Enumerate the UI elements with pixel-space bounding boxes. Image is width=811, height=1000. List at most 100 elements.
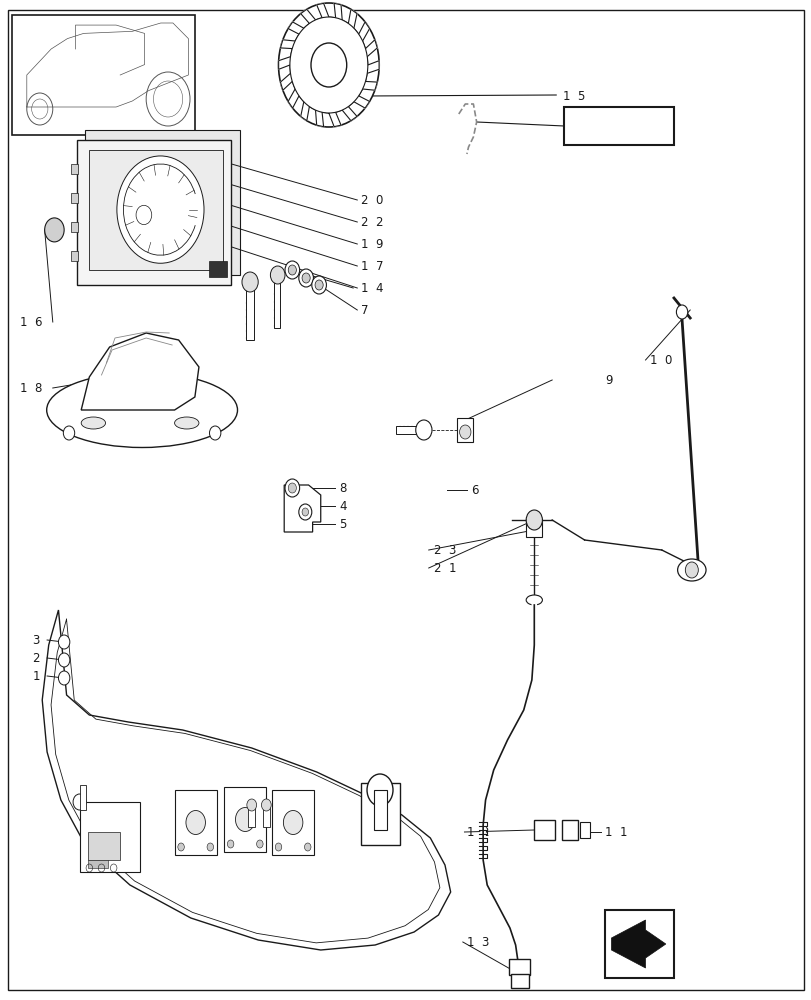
Bar	[534, 820, 555, 840]
Circle shape	[58, 635, 70, 649]
Ellipse shape	[46, 372, 237, 448]
Bar	[248, 805, 255, 827]
Circle shape	[58, 671, 70, 685]
Bar	[79, 785, 86, 810]
Bar	[12, 15, 195, 135]
Text: 2  1: 2 1	[434, 562, 457, 574]
Circle shape	[45, 218, 64, 242]
Ellipse shape	[81, 417, 105, 429]
Bar	[71, 193, 78, 203]
Bar	[246, 285, 254, 340]
Circle shape	[288, 265, 296, 275]
Circle shape	[209, 426, 221, 440]
Bar	[273, 276, 280, 328]
Text: 1  3: 1 3	[466, 936, 489, 948]
Circle shape	[290, 17, 367, 113]
Text: 1  2: 1 2	[466, 826, 489, 838]
Bar	[526, 519, 542, 537]
Circle shape	[315, 280, 323, 290]
Bar	[89, 150, 223, 270]
Text: 1  5: 1 5	[562, 91, 585, 104]
Circle shape	[298, 504, 311, 520]
Circle shape	[270, 266, 285, 284]
Circle shape	[311, 43, 346, 87]
Circle shape	[242, 272, 258, 292]
Bar	[88, 860, 108, 868]
Bar	[604, 910, 673, 978]
Circle shape	[275, 843, 281, 851]
Ellipse shape	[526, 595, 542, 605]
Text: 15 15 14: 15 15 14	[92, 149, 116, 154]
Text: 1  9: 1 9	[361, 237, 384, 250]
Bar	[79, 802, 140, 872]
Bar	[77, 140, 231, 285]
Bar	[561, 820, 577, 840]
Text: 8: 8	[339, 482, 346, 494]
Text: 1  6: 1 6	[20, 316, 43, 328]
Bar	[373, 790, 386, 830]
Polygon shape	[284, 485, 320, 532]
Polygon shape	[42, 610, 450, 950]
Circle shape	[311, 276, 326, 294]
Text: AUTO: AUTO	[92, 206, 107, 211]
Bar	[71, 222, 78, 232]
Text: 1: 1	[32, 670, 40, 682]
Text: 1  4: 1 4	[361, 282, 384, 294]
Circle shape	[227, 840, 234, 848]
Text: 3: 3	[32, 634, 40, 647]
Circle shape	[136, 205, 152, 225]
Text: 5: 5	[339, 518, 346, 530]
Bar	[224, 787, 266, 852]
Circle shape	[367, 774, 393, 806]
Bar	[88, 832, 120, 860]
Text: 2  2: 2 2	[361, 216, 384, 229]
Bar	[208, 261, 226, 277]
Circle shape	[63, 426, 75, 440]
Circle shape	[58, 653, 70, 667]
Bar	[85, 130, 239, 275]
Circle shape	[302, 273, 310, 283]
Text: 7: 7	[361, 304, 368, 316]
Bar	[457, 418, 473, 442]
Circle shape	[684, 562, 697, 578]
Circle shape	[186, 810, 205, 834]
Bar	[174, 790, 217, 855]
Bar	[263, 805, 269, 827]
Circle shape	[526, 510, 542, 530]
Bar	[361, 783, 400, 845]
Bar	[508, 959, 530, 975]
Text: 9: 9	[604, 373, 611, 386]
Circle shape	[285, 261, 299, 279]
Bar	[272, 790, 314, 855]
Bar	[71, 164, 78, 174]
Circle shape	[235, 808, 255, 832]
Polygon shape	[611, 920, 665, 968]
Bar	[71, 251, 78, 261]
Circle shape	[117, 156, 204, 263]
Bar	[579, 822, 589, 838]
Bar	[396, 426, 418, 434]
Ellipse shape	[676, 559, 706, 581]
Circle shape	[285, 479, 299, 497]
Text: 6: 6	[470, 484, 478, 496]
Circle shape	[207, 843, 213, 851]
Text: 1  8: 1 8	[20, 381, 43, 394]
Circle shape	[73, 794, 86, 810]
Bar	[564, 107, 673, 145]
Circle shape	[256, 840, 263, 848]
Circle shape	[304, 843, 311, 851]
Text: 1  7: 1 7	[361, 259, 384, 272]
Circle shape	[459, 425, 470, 439]
Circle shape	[261, 799, 271, 811]
Polygon shape	[278, 3, 379, 127]
Circle shape	[298, 269, 313, 287]
Text: 4: 4	[339, 499, 346, 512]
Circle shape	[278, 3, 379, 127]
Polygon shape	[81, 333, 199, 410]
Circle shape	[247, 799, 256, 811]
Circle shape	[415, 420, 431, 440]
Circle shape	[676, 305, 687, 319]
Text: PAG. 2: PAG. 2	[595, 119, 642, 132]
Circle shape	[288, 483, 296, 493]
Circle shape	[302, 508, 308, 516]
